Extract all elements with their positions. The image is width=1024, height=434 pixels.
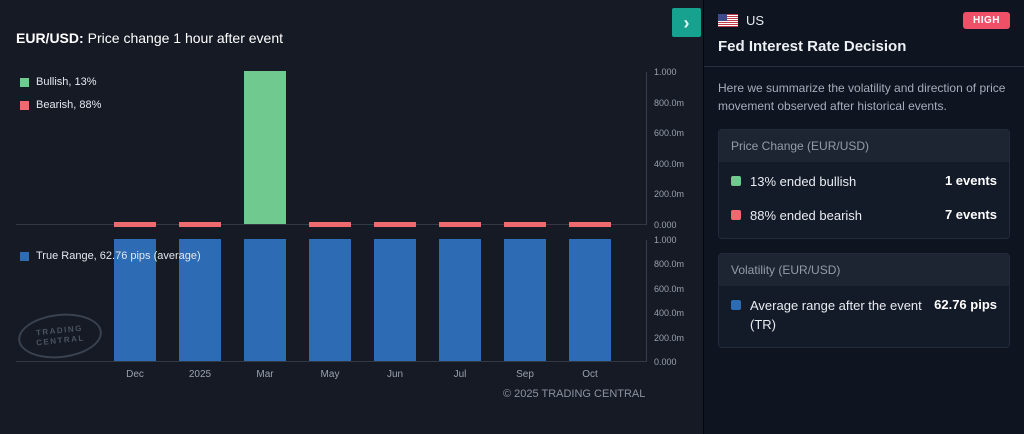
chart-bar (504, 222, 546, 227)
average-range-label: Average range after the event (TR) (750, 298, 922, 332)
chart-bar (244, 239, 286, 361)
bearish-row: 88% ended bearish 7 events (719, 199, 1009, 233)
chart-bar (504, 239, 546, 361)
legend-label-true-range: True Range, 62.76 pips (average) (36, 250, 201, 262)
chart-bar (179, 239, 221, 361)
y-axis-tick: 400.0m (654, 158, 685, 169)
volatility-card: Volatility (EUR/USD) Average range after… (718, 253, 1010, 348)
legend-label-bearish: Bearish, 88% (36, 99, 102, 111)
bullish-row-label: 13% ended bullish (750, 174, 857, 189)
event-sidebar: US HIGH Fed Interest Rate Decision Here … (703, 0, 1024, 434)
chart-bar (439, 222, 481, 227)
price-change-card-header: Price Change (EUR/USD) (719, 130, 1009, 162)
legend-label-bullish: Bullish, 13% (36, 76, 97, 88)
y-axis-tick: 0.000 (654, 220, 677, 230)
expand-chart-button[interactable]: › (672, 8, 701, 37)
average-range-row: Average range after the event (TR) 62.76… (719, 289, 1009, 341)
bullish-square-icon (731, 176, 741, 186)
chart-bar (114, 239, 156, 361)
event-description: Here we summarize the volatility and dir… (718, 81, 1006, 113)
chart-title: EUR/USD: Price change 1 hour after event (16, 30, 283, 46)
price-change-card-body: 13% ended bullish 1 events 88% ended bea… (719, 162, 1009, 238)
y-axis-tick: 1.000 (654, 67, 677, 77)
x-axis-label: Mar (256, 369, 274, 380)
true-range-swatch-icon (20, 251, 29, 261)
chart-bar (244, 71, 286, 224)
legend-item-true-range[interactable]: True Range, 62.76 pips (average) (20, 250, 201, 262)
bullish-row: 13% ended bullish 1 events (719, 165, 1009, 199)
copyright-text: © 2025 TRADING CENTRAL (503, 388, 646, 400)
y-axis-tick: 800.0m (654, 259, 685, 270)
true-range-square-icon (731, 300, 741, 311)
chart-title-symbol: EUR/USD: (16, 30, 84, 46)
legend-item-bullish[interactable]: Bullish, 13% (20, 76, 101, 88)
price-change-plot (16, 71, 646, 227)
y-axis-tick: 600.0m (654, 283, 685, 294)
chart-bar (309, 239, 351, 361)
x-axis-labels: Dec 2025 Mar May Jun Jul Sep Oct (16, 369, 646, 383)
chart-title-text: Price change 1 hour after event (87, 30, 284, 46)
y-axis-tick: 400.0m (654, 308, 685, 319)
bearish-row-value: 7 events (944, 207, 997, 223)
volatility-card-body: Average range after the event (TR) 62.76… (719, 286, 1009, 346)
true-range-legend: True Range, 62.76 pips (average) (20, 250, 201, 273)
x-axis-label: Oct (582, 369, 598, 380)
impact-badge: HIGH (963, 12, 1010, 29)
x-axis-label: Dec (126, 369, 144, 380)
chart-bar (569, 239, 611, 361)
y-axis-tick: 200.0m (654, 189, 685, 200)
chart-bar (374, 222, 416, 227)
y-axis-tick: 0.000 (654, 357, 677, 367)
bearish-swatch-icon (20, 100, 29, 110)
y-axis-tick: 600.0m (654, 128, 685, 139)
country-code: US (746, 13, 765, 28)
price-change-legend: Bullish, 13% Bearish, 88% (20, 76, 101, 122)
y-axis-tick: 800.0m (654, 97, 685, 108)
x-axis-label: May (320, 369, 340, 380)
bearish-row-label: 88% ended bearish (750, 208, 863, 224)
sidebar-header: US HIGH (718, 10, 1010, 29)
event-title: Fed Interest Rate Decision (718, 38, 907, 55)
legend-item-bearish[interactable]: Bearish, 88% (20, 99, 101, 111)
chart-bar (374, 239, 416, 361)
volatility-card-header: Volatility (EUR/USD) (719, 254, 1009, 287)
chart-bar (439, 239, 481, 361)
y-axis-tick: 1.000 (654, 235, 677, 245)
average-range-value: 62.76 pips (934, 297, 997, 313)
bullish-row-value: 1 events (944, 173, 997, 188)
price-change-y-axis: 1.000 800.0m 600.0m 400.0m 200.0m 0.000 (646, 67, 702, 230)
x-axis-label: Sep (516, 369, 534, 380)
price-change-card: Price Change (EUR/USD) 13% ended bullish… (718, 129, 1010, 240)
true-range-plot (16, 239, 646, 362)
x-axis-label: 2025 (188, 369, 212, 380)
chart-bar (179, 222, 221, 227)
us-flag-icon (718, 14, 738, 27)
chart-bar (569, 222, 611, 227)
chart-bar (309, 222, 351, 227)
y-axis-tick: 200.0m (654, 332, 685, 343)
divider (704, 66, 1024, 67)
chart-panel: › EUR/USD: Price change 1 hour after even… (0, 0, 703, 434)
chart-bar (114, 222, 156, 227)
x-axis-label: Jul (453, 369, 467, 380)
true-range-y-axis: 1.000 800.0m 600.0m 400.0m 200.0m 0.000 (646, 235, 702, 367)
bearish-square-icon (731, 210, 741, 221)
x-axis-label: Jun (386, 369, 404, 380)
bullish-swatch-icon (20, 77, 29, 87)
